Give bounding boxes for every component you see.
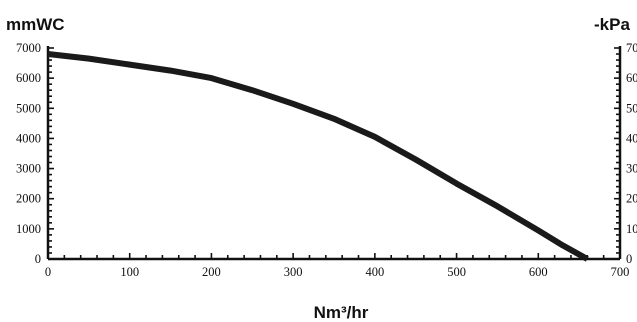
y2-tick-label: 60 — [626, 71, 637, 85]
x-tick-label: 300 — [284, 265, 303, 279]
y-tick-label: 7000 — [16, 41, 41, 55]
x-tick-label: 0 — [45, 265, 51, 279]
y2-tick-label: 50 — [626, 101, 637, 115]
y-tick-label: 6000 — [16, 71, 41, 85]
x-tick-label: 100 — [120, 265, 139, 279]
y-tick-label: 1000 — [16, 222, 41, 236]
x-tick-label: 600 — [529, 265, 548, 279]
y2-tick-label: 70 — [626, 41, 637, 55]
y2-tick-label: 40 — [626, 131, 637, 145]
x-tick-label: 700 — [611, 265, 630, 279]
x-tick-label: 200 — [202, 265, 221, 279]
y-tick-label: 0 — [35, 252, 41, 266]
x-tick-label: 500 — [447, 265, 466, 279]
y2-tick-label: 30 — [626, 162, 637, 176]
performance-curve — [47, 51, 589, 262]
y-tick-label: 3000 — [16, 162, 41, 176]
x-tick-label: 400 — [365, 265, 384, 279]
y2-tick-label: 0 — [626, 252, 632, 266]
y2-axis-title: -kPa — [594, 15, 630, 34]
y-tick-label: 2000 — [16, 192, 41, 206]
x-axis-title: Nm³/hr — [314, 303, 369, 322]
y-axis-title: mmWC — [6, 15, 65, 34]
y-tick-label: 5000 — [16, 101, 41, 115]
y2-tick-label: 10 — [626, 222, 637, 236]
y2-tick-label: 20 — [626, 192, 637, 206]
y-tick-label: 4000 — [16, 131, 41, 145]
